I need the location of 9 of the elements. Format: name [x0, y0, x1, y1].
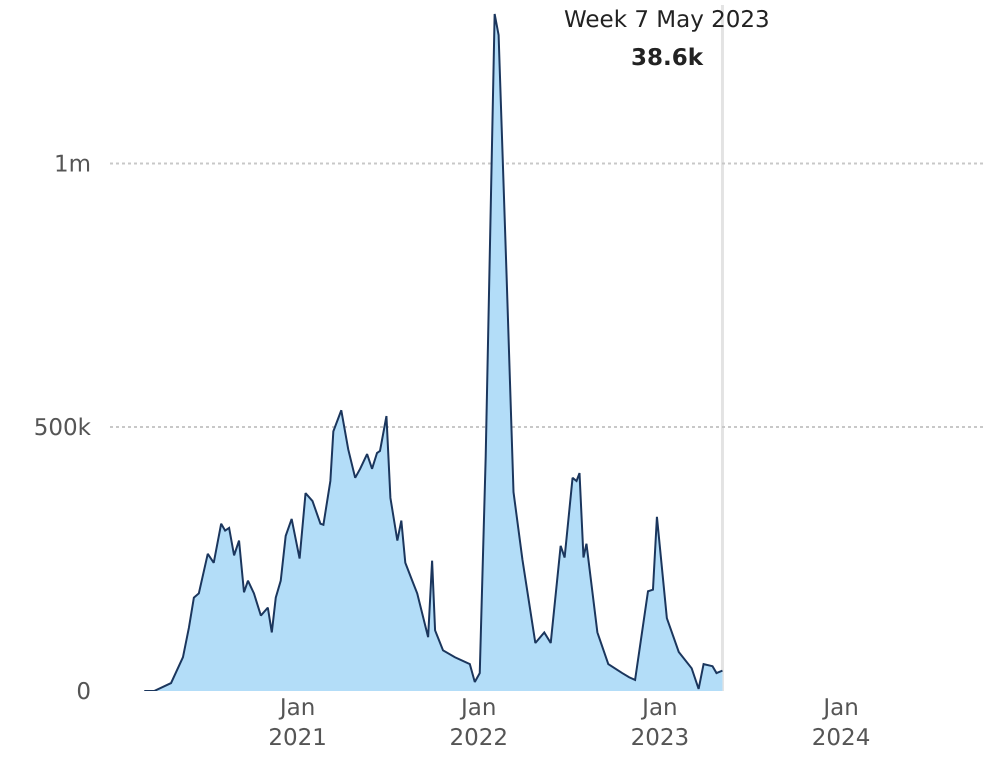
y-tick-label: 1m — [54, 151, 91, 178]
x-tick-label: Jan 2021 — [268, 695, 327, 751]
annotation: Week 7 May 2023 — [564, 7, 770, 33]
x-tick-label: Jan 2023 — [630, 695, 690, 751]
y-tick-label: 0 — [76, 679, 91, 706]
x-tick-label: Jan 2024 — [812, 695, 870, 751]
y-tick-label: 500k — [34, 415, 92, 442]
annotation: 38.6k — [631, 45, 704, 71]
x-tick-label: Jan 2022 — [449, 695, 508, 751]
